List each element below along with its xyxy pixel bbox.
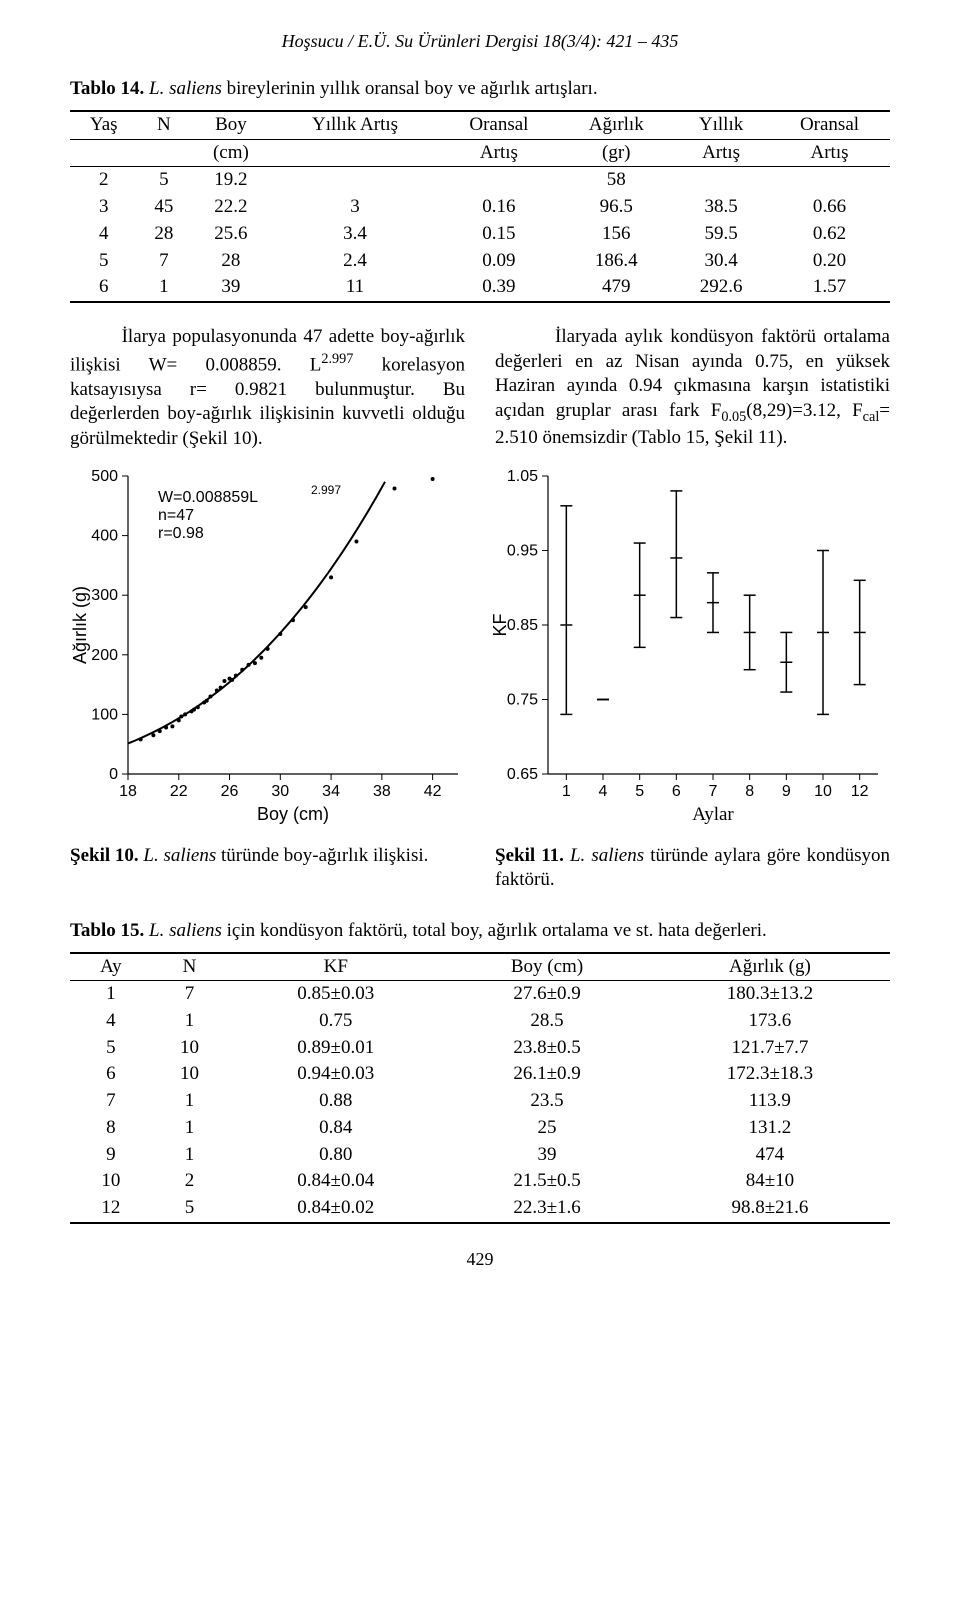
svg-text:0: 0 — [109, 766, 118, 783]
svg-text:4: 4 — [599, 783, 608, 800]
svg-text:26: 26 — [221, 783, 239, 800]
table-row: 57282.40.09186.430.40.20 — [70, 248, 890, 275]
svg-text:KF: KF — [490, 613, 510, 636]
svg-text:500: 500 — [91, 468, 118, 485]
t15-col: Ağırlık (g) — [650, 953, 890, 981]
svg-text:Ağırlık (g): Ağırlık (g) — [70, 586, 90, 664]
table-row: 1020.84±0.0421.5±0.584±10 — [70, 1168, 890, 1195]
table-row: 34522.230.1696.538.50.66 — [70, 194, 890, 221]
table-row: 410.7528.5173.6 — [70, 1008, 890, 1035]
para2: İlaryada aylık kondüsyon faktörü ortalam… — [495, 325, 890, 452]
table-row: 810.8425131.2 — [70, 1115, 890, 1142]
table-row: 5100.89±0.0123.8±0.5121.7±7.7 — [70, 1035, 890, 1062]
svg-text:22: 22 — [170, 783, 188, 800]
t15-col: N — [152, 953, 228, 981]
tablo14-title: Tablo 14. L. saliens bireylerinin yıllık… — [70, 77, 890, 102]
table-row: 2519.258 — [70, 167, 890, 194]
svg-text:7: 7 — [709, 783, 718, 800]
tablo14-prefix: Tablo 14. — [70, 78, 149, 99]
table-row: 170.85±0.0327.6±0.9180.3±13.2 — [70, 981, 890, 1008]
svg-text:0.75: 0.75 — [507, 691, 538, 708]
t14-col: Yaş — [70, 111, 137, 139]
chart-sekil10: 18 22 26 30 34 38 42 0 100 200 300 400 500 Boy (cm) Ağ… — [70, 464, 470, 834]
svg-text:1: 1 — [562, 783, 571, 800]
fig10-caption: Şekil 10. L. saliens türünde boy-ağırlık… — [70, 844, 465, 893]
t14-col: Ağırlık — [559, 111, 673, 139]
svg-text:8: 8 — [745, 783, 754, 800]
svg-text:200: 200 — [91, 646, 118, 663]
tablo14-species: L. saliens — [149, 78, 222, 99]
t14-col: Boy — [190, 111, 271, 139]
t14-col: Oransal — [769, 111, 890, 139]
table-row: 1250.84±0.0222.3±1.698.8±21.6 — [70, 1195, 890, 1223]
svg-text:10: 10 — [814, 783, 832, 800]
svg-text:Boy (cm): Boy (cm) — [257, 804, 329, 824]
table-row: 710.8823.5113.9 — [70, 1088, 890, 1115]
table-row: 6139110.39479292.61.57 — [70, 274, 890, 302]
t14-col: N — [137, 111, 190, 139]
tablo15: AyNKFBoy (cm)Ağırlık (g) 170.85±0.0327.6… — [70, 952, 890, 1224]
page-number: 429 — [70, 1248, 890, 1271]
svg-text:0.65: 0.65 — [507, 766, 538, 783]
t15-col: KF — [227, 953, 444, 981]
tablo15-title: Tablo 15. L. saliens için kondüsyon fakt… — [70, 919, 890, 944]
t14-col: Artış — [673, 139, 769, 167]
t14-col: (cm) — [190, 139, 271, 167]
tablo14: YaşNBoyYıllık ArtışOransalAğırlıkYıllıkO… — [70, 110, 890, 303]
svg-text:6: 6 — [672, 783, 681, 800]
svg-text:W=0.008859L: W=0.008859L — [158, 489, 258, 506]
para1: İlarya populasyonunda 47 adette boy-ağır… — [70, 325, 465, 452]
svg-text:400: 400 — [91, 527, 118, 544]
svg-text:0.85: 0.85 — [507, 617, 538, 634]
svg-text:100: 100 — [91, 706, 118, 723]
t14-col: (gr) — [559, 139, 673, 167]
t15-col: Boy (cm) — [444, 953, 650, 981]
t14-col: Artış — [438, 139, 559, 167]
table-row: 910.8039474 — [70, 1142, 890, 1169]
fig11-caption: Şekil 11. L. saliens türünde aylara göre… — [495, 844, 890, 893]
t14-col — [70, 139, 137, 167]
svg-text:30: 30 — [271, 783, 289, 800]
svg-text:2.997: 2.997 — [311, 483, 341, 497]
svg-text:0.95: 0.95 — [507, 542, 538, 559]
svg-text:5: 5 — [635, 783, 644, 800]
t15-col: Ay — [70, 953, 152, 981]
svg-text:r=0.98: r=0.98 — [158, 525, 204, 542]
svg-text:38: 38 — [373, 783, 391, 800]
t14-col: Artış — [769, 139, 890, 167]
svg-text:34: 34 — [322, 783, 340, 800]
svg-text:1.05: 1.05 — [507, 468, 538, 485]
svg-text:18: 18 — [119, 783, 137, 800]
svg-text:300: 300 — [91, 587, 118, 604]
table-row: 42825.63.40.1515659.50.62 — [70, 221, 890, 248]
t14-col: Yıllık — [673, 111, 769, 139]
t14-col: Yıllık Artış — [272, 111, 439, 139]
svg-text:Aylar: Aylar — [692, 804, 734, 825]
tablo14-suffix: bireylerinin yıllık oransal boy ve ağırl… — [222, 78, 598, 99]
svg-text:n=47: n=47 — [158, 507, 194, 524]
t14-col: Oransal — [438, 111, 559, 139]
t14-col — [137, 139, 190, 167]
svg-text:9: 9 — [782, 783, 791, 800]
journal-header: Hoşsucu / E.Ü. Su Ürünleri Dergisi 18(3/… — [70, 30, 890, 53]
svg-text:42: 42 — [424, 783, 442, 800]
chart-sekil11: 0.65 0.75 0.85 0.95 1.05 1 4 5 6 7 8 9 10 12 Aylar KF — [490, 464, 890, 834]
svg-text:12: 12 — [851, 783, 869, 800]
t14-col — [272, 139, 439, 167]
table-row: 6100.94±0.0326.1±0.9172.3±18.3 — [70, 1061, 890, 1088]
